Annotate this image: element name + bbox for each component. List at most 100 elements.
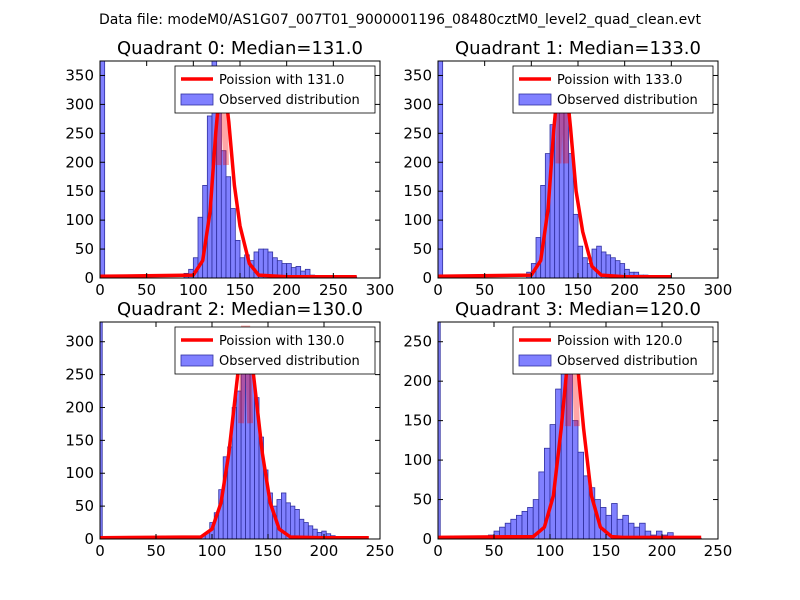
axes-frame — [437, 321, 719, 540]
histogram-bar — [583, 475, 590, 539]
histogram-bar — [577, 451, 584, 539]
y-tick-label: 300 — [403, 95, 432, 113]
x-tick-label: 150 — [226, 281, 255, 299]
legend-entry-model: Poission with 120.0 — [557, 334, 682, 349]
legend: Poission with 133.0 Observed distribution — [512, 65, 714, 114]
histogram-bar — [521, 510, 528, 539]
y-axis: 0 50 100 150 200 250 300 350 — [403, 66, 718, 287]
x-tick-label: 150 — [592, 542, 621, 560]
subplot-0: Quadrant 0: Median=131.0 0 50 100 150 200 250 3… — [65, 38, 394, 299]
x-tick-label: 250 — [657, 281, 686, 299]
y-tick-label: 0 — [84, 530, 94, 548]
y-tick-label: 100 — [65, 211, 94, 229]
x-tick-label: 200 — [648, 542, 677, 560]
y-tick-label: 0 — [422, 530, 432, 548]
histogram-bar — [438, 61, 444, 278]
legend-box — [512, 326, 714, 375]
y-tick-label: 200 — [403, 372, 432, 390]
y-tick-label: 250 — [403, 333, 432, 351]
histogram-bar — [239, 257, 246, 278]
x-tick-label: 50 — [484, 542, 503, 560]
x-tick-label: 200 — [272, 281, 301, 299]
y-tick-label: 100 — [403, 451, 432, 469]
y-axis: 0 50 100 150 200 250 300 350 — [65, 66, 380, 287]
x-tick-label: 150 — [254, 542, 283, 560]
x-axis: 0 50 100 150 200 250 — [95, 322, 394, 560]
x-tick-label: 100 — [536, 542, 565, 560]
histogram-bar — [100, 61, 106, 278]
histogram-bar — [600, 507, 607, 539]
legend-entry-model: Poission with 133.0 — [557, 73, 682, 88]
x-tick-label: 100 — [198, 542, 227, 560]
x-tick-label: 200 — [310, 542, 339, 560]
x-axis: 0 50 100 150 200 250 — [433, 322, 732, 560]
y-tick-label: 200 — [65, 398, 94, 416]
y-tick-label: 150 — [65, 431, 94, 449]
y-axis: 0 50 100 150 200 250 — [403, 333, 718, 548]
y-tick-label: 150 — [403, 182, 432, 200]
y-tick-label: 200 — [403, 153, 432, 171]
y-tick-label: 300 — [65, 333, 94, 351]
legend-entry-observed: Observed distribution — [219, 354, 360, 369]
x-tick-label: 300 — [704, 281, 733, 299]
histogram-bar — [582, 257, 588, 278]
chart-panels: Quadrant 0: Median=131.0 0 50 100 150 200 250 3… — [65, 38, 732, 560]
x-axis: 0 50 100 150 200 250 300 — [95, 61, 394, 299]
histogram-bar — [294, 509, 300, 539]
histogram-bar — [289, 505, 296, 539]
y-tick-label: 50 — [75, 497, 94, 515]
y-tick-label: 350 — [65, 66, 94, 84]
histogram-bar — [220, 150, 227, 278]
x-tick-label: 200 — [610, 281, 639, 299]
histogram-bar — [572, 213, 579, 278]
legend-bar-swatch — [180, 93, 214, 106]
y-tick-label: 150 — [403, 412, 432, 430]
x-tick-label: 250 — [704, 542, 733, 560]
y-tick-label: 50 — [413, 491, 432, 509]
histogram-bar — [234, 239, 241, 278]
axes-frame — [99, 321, 381, 540]
y-tick-label: 0 — [422, 269, 432, 287]
x-tick-label: 250 — [319, 281, 348, 299]
x-tick-label: 300 — [366, 281, 395, 299]
subplot-3: Quadrant 3: Median=120.00 50 100 150 200 2500… — [403, 299, 732, 560]
histogram-bar — [230, 208, 236, 278]
subplot-title: Quadrant 3: Median=120.0 — [455, 299, 701, 320]
x-tick-label: 50 — [137, 281, 156, 299]
y-tick-label: 150 — [65, 182, 94, 200]
y-tick-label: 250 — [65, 124, 94, 142]
y-tick-label: 200 — [65, 153, 94, 171]
y-tick-label: 300 — [65, 95, 94, 113]
legend: Poission with 120.0 Observed distribution — [512, 326, 714, 375]
histogram-bar — [100, 322, 103, 539]
x-tick-label: 150 — [564, 281, 593, 299]
x-tick-label: 100 — [179, 281, 208, 299]
histogram-bar — [572, 420, 579, 539]
x-tick-label: 100 — [517, 281, 546, 299]
histogram-bar — [262, 248, 269, 278]
subplot-title: Quadrant 1: Median=133.0 — [455, 38, 701, 59]
y-tick-label: 100 — [403, 211, 432, 229]
subplot-title: Quadrant 2: Median=130.0 — [117, 299, 363, 320]
legend-bar-swatch — [180, 354, 214, 367]
legend-entry-observed: Observed distribution — [557, 354, 698, 369]
y-tick-label: 50 — [413, 240, 432, 258]
x-tick-label: 0 — [433, 281, 443, 299]
subplot-2: Quadrant 2: Median=130.00 50 100 150 200 2500… — [65, 299, 394, 560]
legend-entry-observed: Observed distribution — [557, 93, 698, 108]
histogram-bar — [304, 268, 311, 278]
legend: Poission with 131.0 Observed distribution — [174, 65, 376, 114]
plot-area — [438, 322, 702, 539]
legend-entry-model: Poission with 130.0 — [219, 334, 344, 349]
plot-area — [100, 61, 358, 278]
histogram-bar — [611, 503, 618, 539]
y-tick-label: 100 — [65, 464, 94, 482]
histogram-bar — [225, 176, 232, 278]
x-tick-label: 0 — [95, 542, 105, 560]
histogram-bar — [622, 514, 629, 539]
legend-entry-model: Poission with 131.0 — [219, 73, 344, 88]
legend-bar-swatch — [518, 93, 552, 106]
x-tick-label: 0 — [433, 542, 443, 560]
plot-area — [438, 61, 672, 278]
